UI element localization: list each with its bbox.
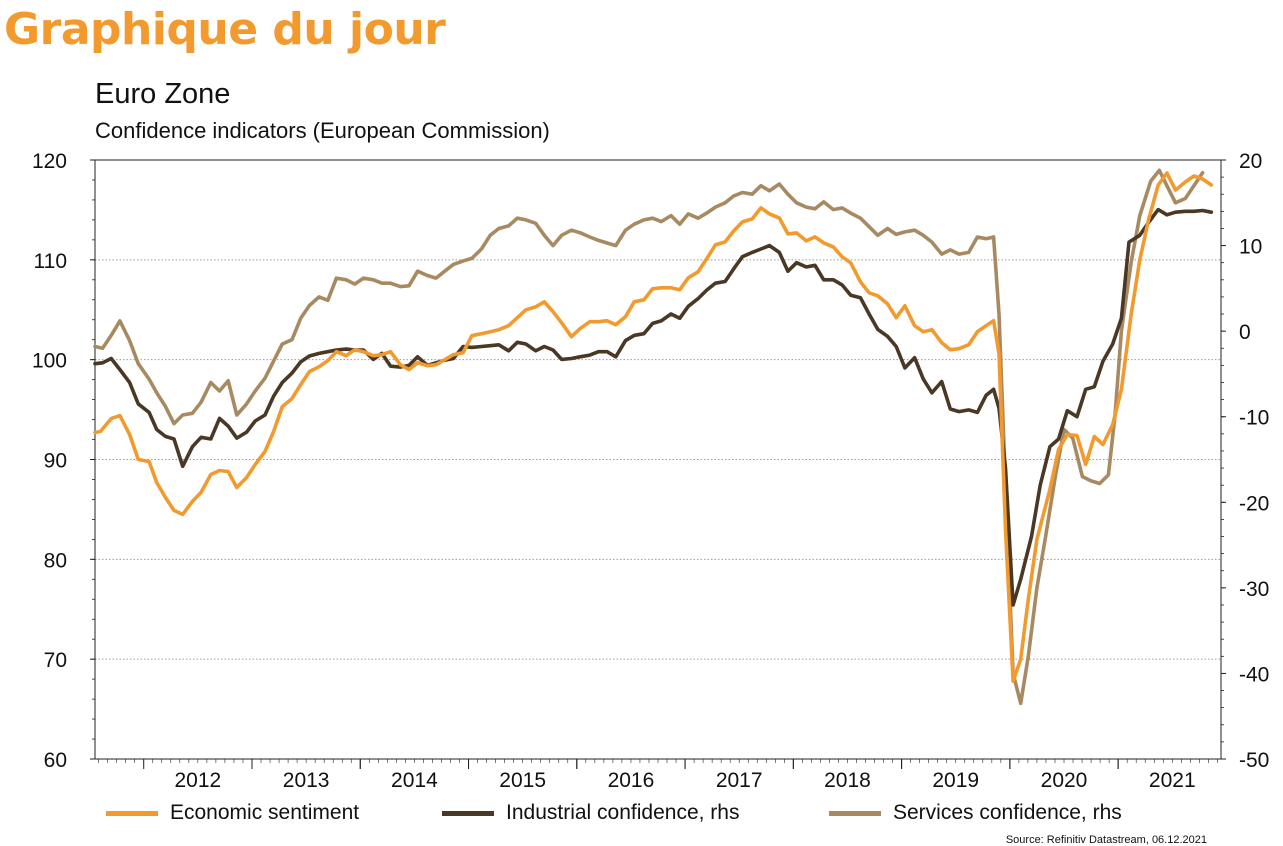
legend-item-economic-sentiment: Economic sentiment	[106, 801, 359, 825]
series-line-economic-sentiment	[93, 171, 1214, 683]
legend-item-services-confidence: Services confidence, rhs	[829, 801, 1122, 825]
y-right-tick-label: -10	[1239, 407, 1269, 430]
x-tick-label: 2018	[824, 769, 871, 792]
y-left-tick-label: 90	[44, 450, 67, 473]
x-tick-label: 2014	[391, 769, 438, 792]
gridlines	[95, 259, 1221, 660]
series-line-services-confidence	[93, 168, 1205, 706]
x-tick-label: 2012	[174, 769, 221, 792]
x-tick-label: 2013	[283, 769, 330, 792]
y-right-tick-label: -20	[1239, 492, 1269, 515]
legend-swatch-economic	[106, 810, 158, 816]
y-right-tick-label: 0	[1239, 321, 1251, 344]
legend: Economic sentiment Industrial confidence…	[0, 801, 1283, 831]
legend-label-industrial: Industrial confidence, rhs	[506, 801, 740, 824]
x-tick-label: 2019	[932, 769, 979, 792]
y-left-tick-label: 110	[34, 250, 67, 273]
x-tick-label: 2021	[1149, 769, 1196, 792]
y-right-tick-label: 10	[1239, 236, 1262, 259]
legend-swatch-services	[829, 810, 881, 816]
legend-swatch-industrial	[442, 810, 494, 816]
y-left-tick-label: 100	[32, 350, 67, 373]
y-left-tick-label: 60	[44, 749, 67, 772]
brand-title: Graphique du jour	[4, 4, 446, 55]
axes: 60 70 80 90 100 110 120 -50 -40 -30 -20 -10 0 10 20 201…	[32, 150, 1269, 792]
legend-label-services: Services confidence, rhs	[893, 801, 1122, 824]
series-lines	[93, 168, 1214, 706]
x-tick-label: 2016	[608, 769, 655, 792]
y-left-tick-label: 70	[44, 649, 67, 672]
x-tick-label: 2017	[716, 769, 763, 792]
legend-item-industrial-confidence: Industrial confidence, rhs	[442, 801, 739, 825]
source-note: Source: Refinitiv Datastream, 06.12.2021	[1005, 834, 1207, 846]
y-right-tick-label: -40	[1239, 663, 1269, 686]
y-left-tick-label: 80	[44, 549, 67, 572]
y-left-tick-label: 120	[32, 150, 67, 173]
y-right-tick-label: -50	[1239, 749, 1269, 772]
legend-label-economic: Economic sentiment	[170, 801, 360, 824]
y-right-tick-label: -30	[1239, 578, 1269, 601]
series-line-industrial-confidence	[93, 207, 1214, 607]
chart-title: Euro Zone	[95, 78, 231, 110]
y-right-tick-label: 20	[1239, 150, 1262, 173]
chart-subtitle: Confidence indicators (European Commissi…	[95, 118, 550, 143]
x-tick-label: 2015	[499, 769, 546, 792]
x-tick-label: 2020	[1041, 769, 1088, 792]
